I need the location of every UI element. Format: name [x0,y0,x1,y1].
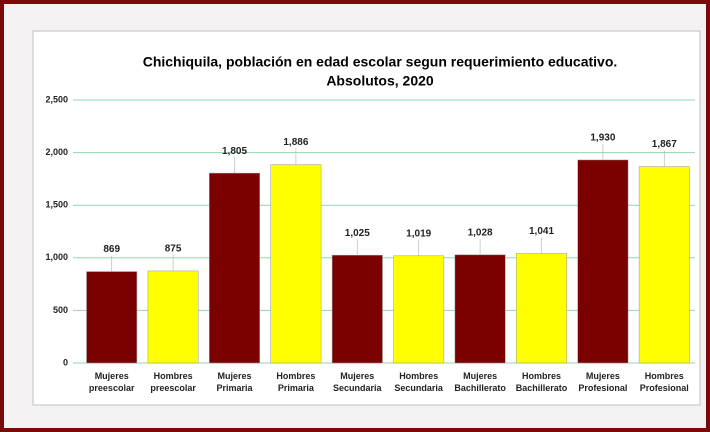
x-tick-label: Hombres Secundaria [394,371,444,393]
x-tick-label-line: Profesional [578,383,627,393]
y-tick-label: 2,500 [45,94,68,104]
value-label: 1,019 [406,228,431,239]
x-tick-label: Hombres Primaria [276,371,315,393]
value-label: 1,867 [652,139,677,150]
bar [209,172,260,364]
bar [577,159,629,364]
bar [86,271,138,364]
bar [270,164,322,364]
y-tick-label: 2,000 [45,147,68,157]
y-tick-label: 1,500 [45,200,68,210]
value-label: 1,025 [345,228,370,239]
value-label: 1,930 [590,133,615,144]
x-tick-label-line: Bachillerato [516,383,568,393]
x-tick-label-line: Hombres [276,371,315,381]
x-tick-label: Mujeres Profesional [578,371,627,393]
x-tick-label-line: Mujeres [340,371,374,381]
bar [393,255,445,364]
x-tick-label-line: Hombres [154,371,193,381]
chart-subtitle: Absolutos, 2020 [326,73,434,89]
value-label: 1,028 [468,227,493,238]
x-tick-label-line: Primaria [216,383,253,393]
bar [638,166,690,364]
x-tick-label-line: Mujeres [463,371,497,381]
bar [454,254,506,364]
value-label: 875 [165,244,182,255]
value-label: 1,805 [222,146,247,157]
x-tick-label: Mujeres preescolar [89,371,135,393]
y-tick-label: 1,000 [45,252,68,262]
x-tick-label-line: Hombres [522,371,561,381]
x-tick-label-line: preescolar [89,383,135,393]
x-tick-label-line: Secundaria [394,383,444,393]
value-label: 869 [103,244,120,255]
x-tick-label: Hombres Bachillerato [516,371,568,393]
y-tick-label: 500 [53,305,68,315]
x-tick-label: Mujeres Bachillerato [454,371,506,393]
x-tick-label-line: Mujeres [586,371,620,381]
chart-title: Chichiquila, población en edad escolar s… [143,54,618,70]
x-tick-label-line: Primaria [278,383,315,393]
x-tick-label-line: Hombres [645,371,684,381]
x-tick-label-line: Hombres [399,371,438,381]
x-tick-label: Hombres Profesional [640,371,689,393]
bar [147,270,199,364]
value-label: 1,886 [283,137,308,148]
x-tick-label-line: Bachillerato [454,383,506,393]
x-tick-label-line: preescolar [150,383,196,393]
x-tick-label: Mujeres Primaria [216,371,253,393]
value-label: 1,041 [529,226,554,237]
x-tick-label-line: Secundaria [333,383,383,393]
x-tick-label-line: Mujeres [95,371,129,381]
x-tick-label: Hombres preescolar [150,371,196,393]
x-tick-label: Mujeres Secundaria [333,371,383,393]
y-tick-label: 0 [63,357,68,367]
bar [516,253,567,364]
x-tick-label-line: Profesional [640,383,689,393]
bar [331,254,383,364]
x-tick-label-line: Mujeres [217,371,251,381]
